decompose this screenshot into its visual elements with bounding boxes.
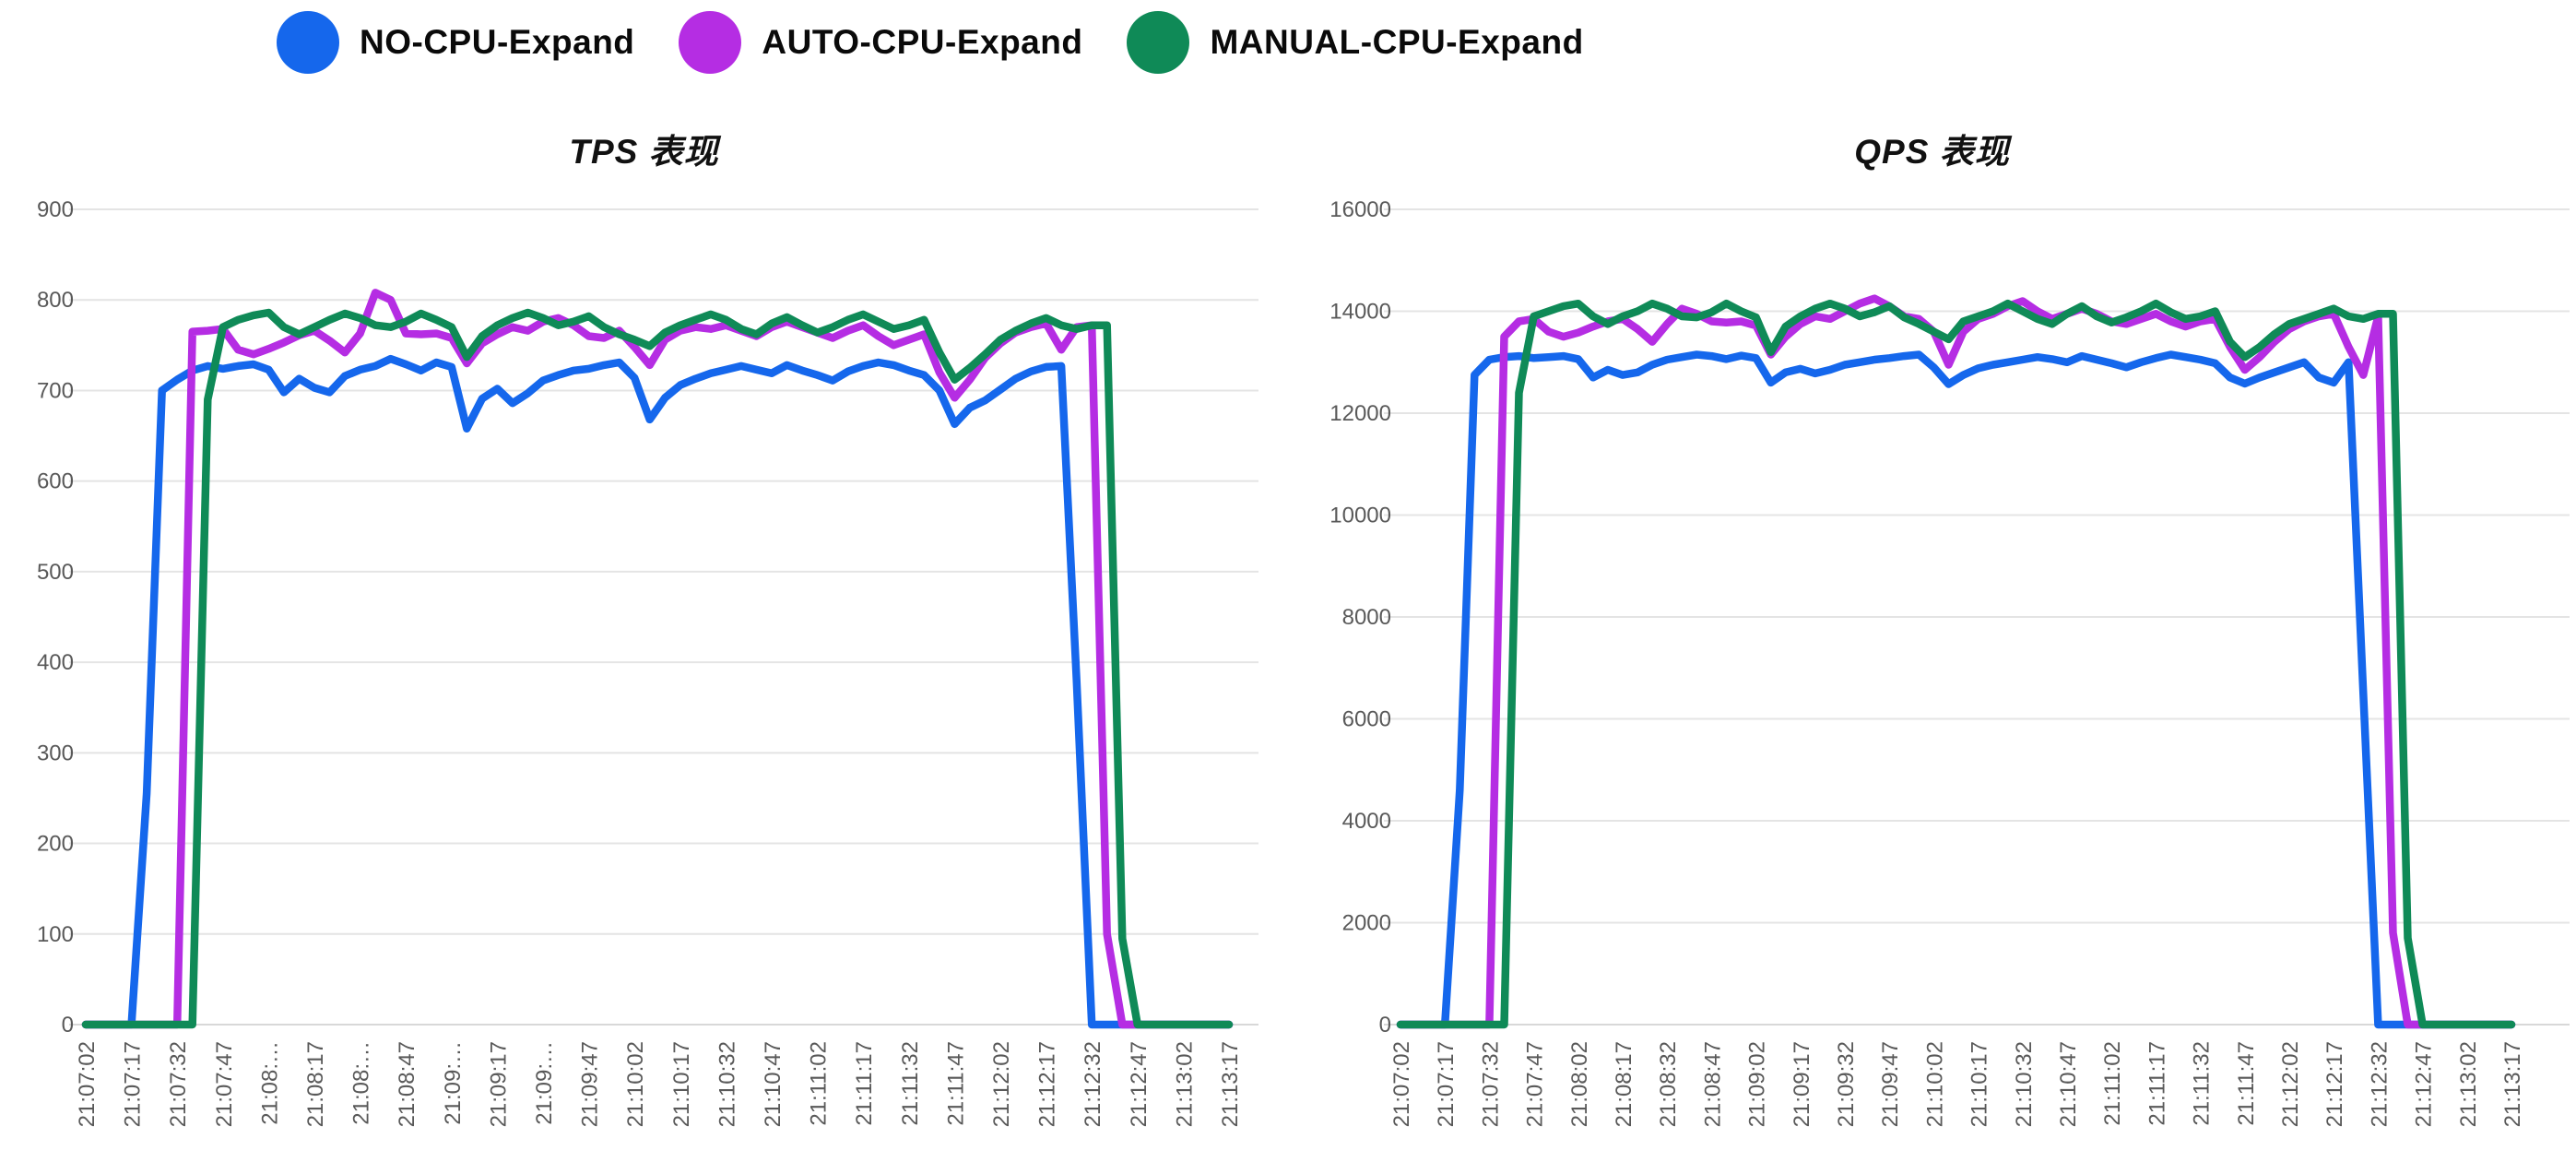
svg-text:21:10:32: 21:10:32	[715, 1041, 739, 1127]
svg-text:8000: 8000	[1342, 605, 1391, 630]
svg-text:800: 800	[37, 288, 74, 313]
svg-text:21:11:02: 21:11:02	[2100, 1041, 2125, 1126]
qps-chart-title: QPS 表现	[1854, 133, 2010, 171]
svg-text:21:08:17: 21:08:17	[303, 1041, 328, 1127]
charts-row: TPS 表现 0 100 200 300 400 500 600 700 800 900 21:07…	[0, 129, 2576, 1162]
svg-text:21:09:…: 21:09:…	[441, 1041, 466, 1125]
svg-text:21:11:17: 21:11:17	[2145, 1041, 2169, 1126]
qps-chart-plot: 0 2000 4000 6000 8000 10000 12000 14000 16000 21:…	[1329, 197, 2570, 1127]
legend-label-auto-cpu-expand: AUTO-CPU-Expand	[762, 23, 1083, 61]
svg-text:21:10:47: 21:10:47	[761, 1041, 786, 1127]
svg-text:300: 300	[37, 741, 74, 765]
svg-text:4000: 4000	[1342, 809, 1391, 834]
svg-text:21:09:47: 21:09:47	[1878, 1041, 1903, 1127]
svg-text:21:07:47: 21:07:47	[212, 1041, 237, 1127]
svg-text:21:07:32: 21:07:32	[1478, 1041, 1503, 1127]
svg-text:21:11:32: 21:11:32	[2190, 1041, 2215, 1126]
svg-text:16000: 16000	[1329, 197, 1391, 222]
svg-text:700: 700	[37, 378, 74, 403]
svg-text:21:07:17: 21:07:17	[121, 1041, 146, 1127]
legend-item-manual-cpu-expand[interactable]: MANUAL-CPU-Expand	[1127, 11, 1583, 74]
tps-chart-title: TPS 表现	[569, 133, 719, 171]
svg-text:400: 400	[37, 650, 74, 675]
svg-text:21:08:32: 21:08:32	[1656, 1041, 1681, 1127]
tps-chart: TPS 表现 0 100 200 300 400 500 600 700 800 900 21:07…	[0, 129, 1288, 1162]
svg-text:6000: 6000	[1342, 707, 1391, 732]
svg-text:100: 100	[37, 922, 74, 947]
svg-text:21:13:02: 21:13:02	[1172, 1041, 1197, 1127]
legend-swatch-auto-cpu-expand	[679, 11, 742, 74]
svg-text:2000: 2000	[1342, 911, 1391, 936]
svg-text:21:10:47: 21:10:47	[2056, 1041, 2081, 1127]
svg-text:200: 200	[37, 832, 74, 857]
svg-text:21:08:…: 21:08:…	[257, 1041, 282, 1125]
legend-swatch-manual-cpu-expand	[1127, 11, 1190, 74]
svg-text:21:07:32: 21:07:32	[166, 1041, 191, 1127]
svg-text:21:11:02: 21:11:02	[807, 1041, 832, 1126]
chart-legend: NO-CPU-Expand AUTO-CPU-Expand MANUAL-CPU…	[277, 11, 1584, 74]
svg-text:0: 0	[62, 1013, 74, 1038]
svg-text:21:09:…: 21:09:…	[532, 1041, 557, 1125]
legend-label-no-cpu-expand: NO-CPU-Expand	[360, 23, 635, 61]
svg-text:21:08:…: 21:08:…	[349, 1041, 374, 1125]
legend-item-auto-cpu-expand[interactable]: AUTO-CPU-Expand	[679, 11, 1082, 74]
svg-text:21:10:17: 21:10:17	[669, 1041, 694, 1127]
svg-text:21:09:32: 21:09:32	[1834, 1041, 1859, 1127]
svg-text:12000: 12000	[1329, 401, 1391, 426]
svg-text:500: 500	[37, 560, 74, 585]
svg-text:21:10:32: 21:10:32	[2012, 1041, 2037, 1127]
svg-text:21:12:32: 21:12:32	[1081, 1041, 1105, 1127]
svg-text:600: 600	[37, 469, 74, 494]
tps-chart-plot: 0 100 200 300 400 500 600 700 800 900 21:07:02 21:0…	[37, 197, 1258, 1127]
svg-text:21:13:17: 21:13:17	[1218, 1041, 1243, 1127]
svg-text:21:08:02: 21:08:02	[1567, 1041, 1592, 1127]
svg-text:21:12:17: 21:12:17	[1035, 1041, 1060, 1127]
svg-text:21:11:47: 21:11:47	[2234, 1041, 2259, 1126]
svg-text:21:09:47: 21:09:47	[578, 1041, 603, 1127]
svg-text:10000: 10000	[1329, 504, 1391, 528]
svg-text:14000: 14000	[1329, 300, 1391, 325]
svg-text:21:11:32: 21:11:32	[898, 1041, 923, 1126]
svg-text:21:11:17: 21:11:17	[852, 1041, 877, 1126]
svg-text:21:12:17: 21:12:17	[2322, 1041, 2347, 1127]
svg-text:21:10:02: 21:10:02	[623, 1041, 648, 1127]
legend-swatch-no-cpu-expand	[277, 11, 339, 74]
svg-text:21:07:47: 21:07:47	[1523, 1041, 1548, 1127]
svg-text:21:10:02: 21:10:02	[1922, 1041, 1947, 1127]
svg-text:21:09:02: 21:09:02	[1745, 1041, 1770, 1127]
svg-text:21:12:47: 21:12:47	[1127, 1041, 1152, 1127]
legend-label-manual-cpu-expand: MANUAL-CPU-Expand	[1210, 23, 1584, 61]
svg-text:21:10:17: 21:10:17	[1967, 1041, 1992, 1127]
svg-text:21:12:02: 21:12:02	[989, 1041, 1014, 1127]
svg-text:21:12:02: 21:12:02	[2278, 1041, 2303, 1127]
svg-text:21:07:02: 21:07:02	[1389, 1041, 1414, 1127]
svg-text:21:12:47: 21:12:47	[2412, 1041, 2437, 1127]
svg-text:21:09:17: 21:09:17	[486, 1041, 511, 1127]
svg-text:21:11:47: 21:11:47	[943, 1041, 968, 1126]
qps-chart: QPS 表现 0 2000 4000 6000 8000 10000 12000 14000 1…	[1288, 129, 2576, 1162]
svg-text:21:07:17: 21:07:17	[1434, 1041, 1459, 1127]
svg-text:900: 900	[37, 197, 74, 222]
svg-text:21:09:17: 21:09:17	[1790, 1041, 1814, 1127]
svg-text:21:07:02: 21:07:02	[75, 1041, 100, 1127]
svg-text:21:13:17: 21:13:17	[2500, 1041, 2525, 1127]
svg-text:21:08:47: 21:08:47	[395, 1041, 419, 1127]
svg-text:21:08:17: 21:08:17	[1612, 1041, 1637, 1127]
svg-text:21:08:47: 21:08:47	[1700, 1041, 1725, 1127]
svg-text:21:12:32: 21:12:32	[2367, 1041, 2392, 1127]
svg-text:0: 0	[1379, 1013, 1391, 1038]
svg-text:21:13:02: 21:13:02	[2456, 1041, 2481, 1127]
legend-item-no-cpu-expand[interactable]: NO-CPU-Expand	[277, 11, 634, 74]
